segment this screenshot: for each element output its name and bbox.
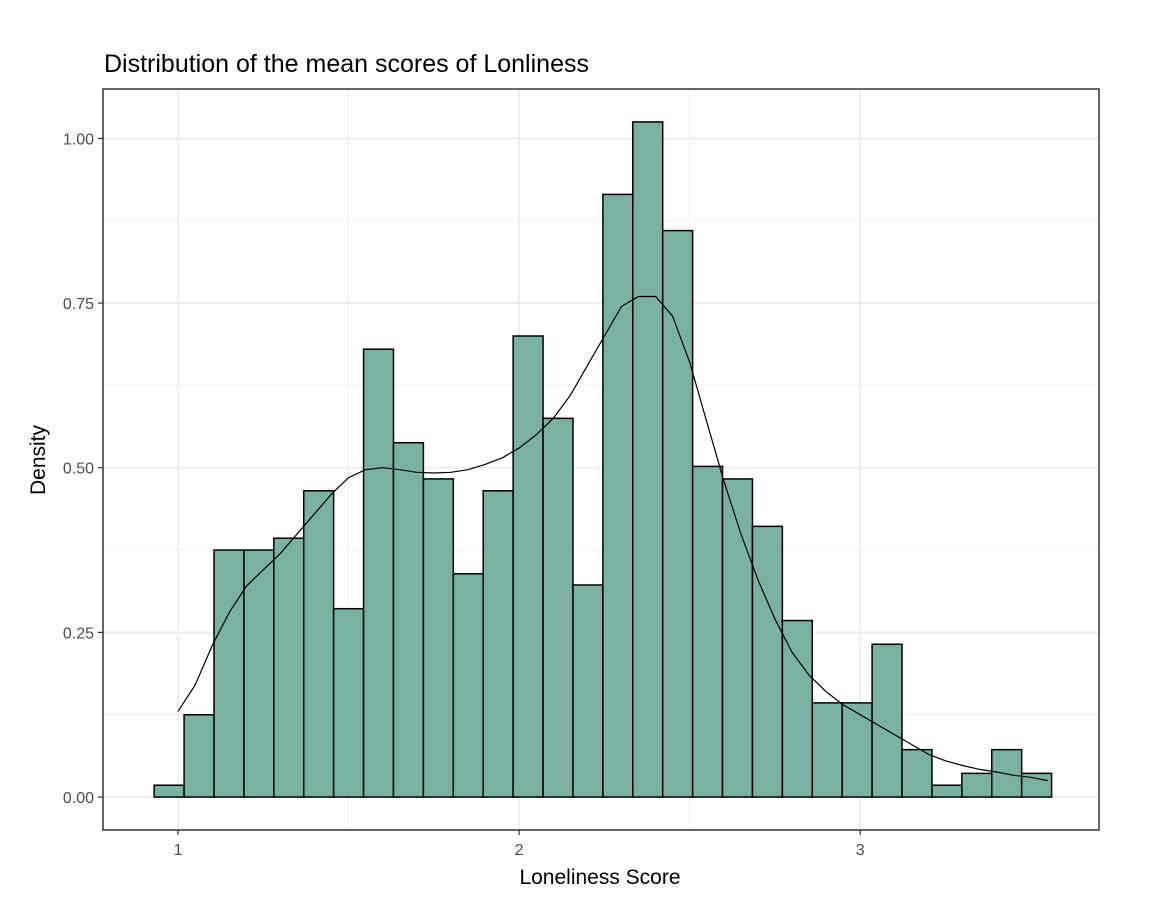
histogram-bar [183, 713, 215, 798]
histogram-bar [572, 584, 604, 798]
y-tick-label: 0.25 [63, 625, 94, 642]
histogram-bar [302, 490, 335, 798]
histogram-bar [931, 784, 963, 798]
histogram-bar [452, 573, 484, 798]
histogram-bar [781, 619, 814, 798]
x-axis-title: Loneliness Score [519, 866, 680, 889]
histogram-bar [871, 643, 903, 798]
density-curve-layer [177, 295, 1048, 782]
histogram-bars [153, 121, 1053, 798]
histogram-bar [213, 549, 245, 798]
axis-ticks: 0.00 0.25 0.50 0.75 1.00 1 2 3 [63, 131, 865, 859]
y-axis-title: Density [27, 424, 50, 495]
x-tick-label: 2 [515, 842, 524, 859]
histogram-bar [691, 465, 724, 798]
chart-title: Distribution of the mean scores of Lonli… [104, 50, 589, 78]
histogram-bar [602, 193, 634, 798]
histogram-bar [542, 417, 574, 798]
histogram-bar [153, 784, 185, 798]
density-curve [177, 295, 1048, 782]
panel-border [102, 88, 1100, 831]
histogram-bar [901, 748, 933, 798]
histogram-bar [721, 478, 754, 798]
y-tick-label: 1.00 [63, 131, 94, 148]
histogram-bar [961, 772, 993, 798]
histogram-bar [362, 348, 395, 798]
histogram-bar [273, 537, 305, 798]
histogram-bar [841, 702, 873, 798]
y-tick-label: 0.50 [63, 461, 94, 478]
histogram-bar [751, 525, 784, 798]
histogram-bar [422, 478, 455, 798]
y-tick-label: 0.75 [63, 296, 94, 313]
x-tick-label: 3 [856, 842, 865, 859]
histogram-bar [512, 335, 544, 798]
histogram-bar [811, 702, 843, 798]
histogram-bar [332, 607, 365, 798]
histogram-bar [243, 549, 275, 798]
x-tick-label: 1 [174, 842, 183, 859]
y-tick-label: 0.00 [63, 790, 94, 807]
histogram-bar [661, 229, 694, 798]
histogram-bar [392, 441, 425, 798]
histogram-bar [632, 121, 664, 798]
histogram-bar [482, 490, 514, 798]
